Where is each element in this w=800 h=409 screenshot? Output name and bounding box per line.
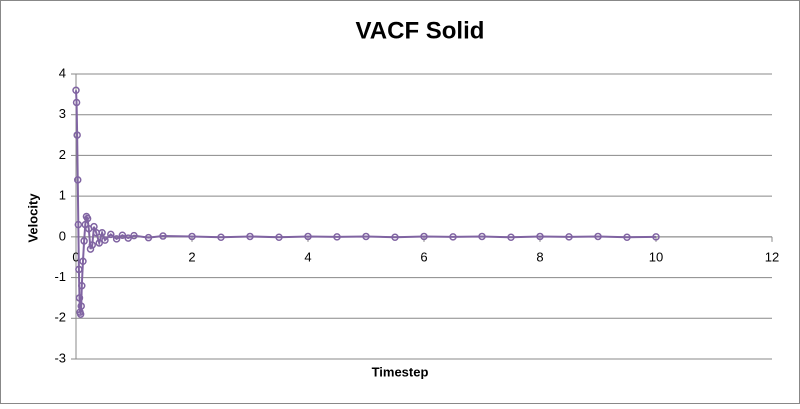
data-point bbox=[159, 232, 167, 240]
data-point bbox=[101, 236, 109, 244]
x-tick-label: 4 bbox=[304, 249, 311, 264]
data-point bbox=[507, 233, 515, 242]
data-point bbox=[217, 233, 225, 242]
data-point bbox=[80, 237, 88, 245]
data-point bbox=[107, 230, 115, 239]
x-axis-title: Timestep bbox=[372, 364, 429, 379]
data-point bbox=[304, 232, 312, 241]
data-point bbox=[86, 245, 95, 253]
y-tick-label: 2 bbox=[59, 147, 66, 162]
data-point bbox=[594, 232, 602, 241]
data-point bbox=[74, 220, 83, 229]
x-tick-label: 0 bbox=[72, 249, 79, 264]
data-point bbox=[73, 176, 82, 184]
data-point bbox=[449, 233, 457, 241]
data-point bbox=[333, 233, 341, 241]
data-point bbox=[95, 239, 103, 247]
y-tick-label: 4 bbox=[59, 65, 66, 80]
y-axis-title: Velocity bbox=[25, 193, 40, 243]
data-point bbox=[77, 302, 85, 310]
data-point bbox=[78, 281, 86, 290]
data-point bbox=[72, 98, 81, 107]
data-point bbox=[536, 232, 544, 241]
x-tick-label: 10 bbox=[649, 249, 663, 264]
x-tick-label: 6 bbox=[420, 249, 427, 264]
data-point bbox=[90, 222, 98, 231]
y-tick-label: 0 bbox=[59, 228, 66, 243]
y-tick-label: -3 bbox=[54, 350, 66, 365]
data-point bbox=[88, 241, 96, 249]
data-point bbox=[73, 131, 81, 139]
data-point bbox=[83, 214, 92, 223]
data-point bbox=[75, 294, 84, 302]
chart-title: VACF Solid bbox=[356, 17, 485, 44]
y-tick-label: -2 bbox=[54, 310, 66, 325]
data-point bbox=[275, 233, 283, 242]
data-point bbox=[75, 265, 83, 274]
x-tick-label: 12 bbox=[765, 249, 779, 264]
data-point bbox=[72, 86, 80, 95]
data-point bbox=[623, 233, 631, 242]
data-point bbox=[565, 233, 573, 241]
data-point bbox=[118, 231, 127, 239]
data-point bbox=[144, 233, 153, 242]
y-tick-label: 1 bbox=[59, 188, 66, 203]
data-point bbox=[112, 235, 121, 243]
data-point bbox=[391, 233, 399, 242]
y-tick-label: -1 bbox=[54, 269, 66, 284]
data-point bbox=[98, 229, 106, 237]
data-point bbox=[652, 233, 660, 241]
data-point bbox=[130, 231, 138, 240]
data-point bbox=[188, 232, 196, 241]
y-tick-label: 3 bbox=[59, 106, 66, 121]
data-point bbox=[420, 232, 428, 241]
data-point bbox=[362, 232, 370, 241]
data-point bbox=[246, 232, 254, 241]
x-tick-label: 8 bbox=[536, 249, 543, 264]
x-tick-label: 2 bbox=[188, 249, 195, 264]
series-line bbox=[75, 90, 657, 315]
data-point bbox=[79, 257, 87, 266]
data-point bbox=[478, 232, 486, 241]
data-point bbox=[76, 310, 85, 318]
